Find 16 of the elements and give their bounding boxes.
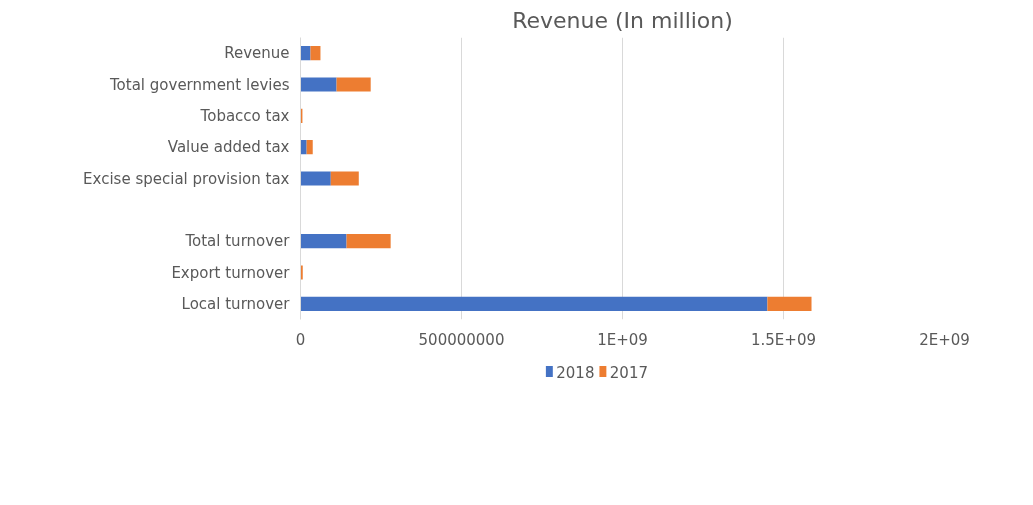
y-tick-label: Export turnover: [171, 263, 291, 282]
y-tick-label: Total turnover: [184, 232, 291, 251]
x-tick-label: 2E+09: [919, 330, 970, 349]
x-tick-label: 500000000: [418, 330, 505, 349]
y-tick-label: Revenue: [224, 44, 290, 63]
y-tick-label: Excise special provision tax: [83, 169, 290, 188]
x-tick-label: 0: [295, 330, 306, 349]
y-tick-label: Total government levies: [109, 75, 290, 94]
y-tick-label: Tobacco tax: [199, 106, 290, 125]
legend-label: 2018: [556, 363, 595, 382]
x-tick-label: 1E+09: [597, 330, 648, 349]
chart-title: Revenue (In million): [512, 7, 733, 33]
y-tick-label: Value added tax: [167, 138, 290, 157]
x-tick-label: 1.5E+09: [751, 330, 817, 349]
y-tick-label: Local turnover: [181, 294, 291, 313]
legend-label: 2017: [609, 363, 649, 382]
